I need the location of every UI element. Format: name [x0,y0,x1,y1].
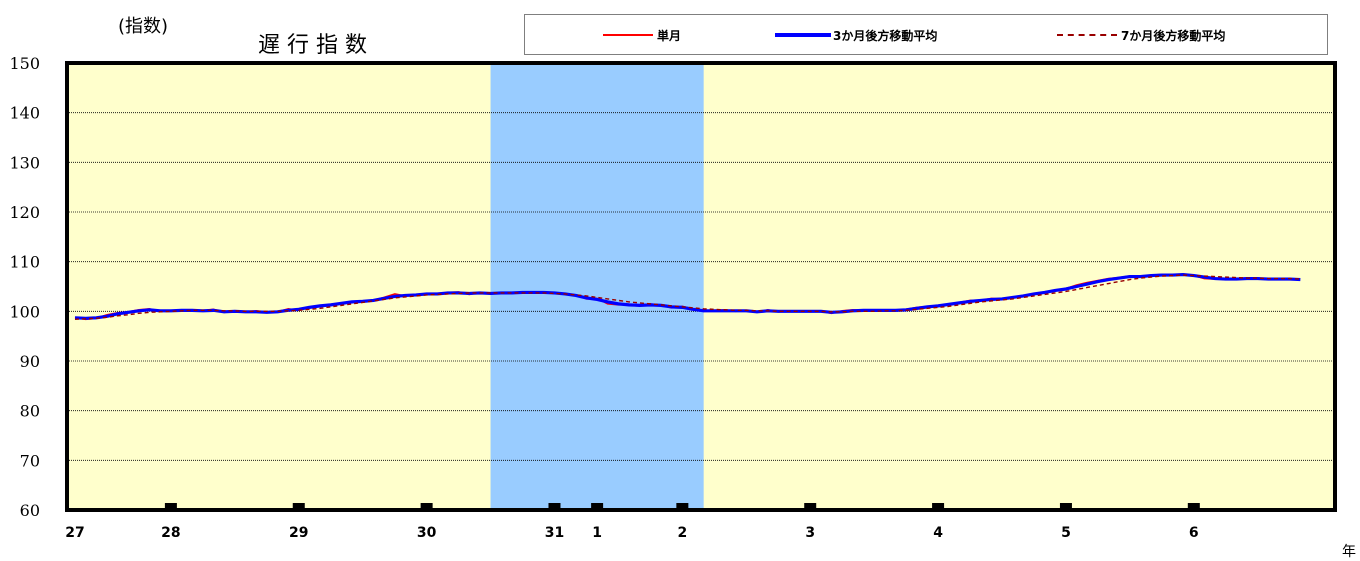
x-tick-label: 2 [677,525,687,541]
y-tick-label: 70 [20,451,40,470]
x-axis-label: 年 [1342,544,1356,560]
x-tick-mark [420,503,433,509]
series-line-ma7 [74,274,1301,320]
legend-label-single: 単月 [657,29,682,43]
y-tick-label: 110 [9,253,40,272]
recession-shade [490,63,704,510]
x-tick-mark [591,503,604,509]
x-tick-label: 28 [161,525,180,541]
y-tick-label: 100 [9,302,40,321]
chart-title: 遅 行 指 数 [258,33,367,58]
legend-label-ma3: 3か月後方移動平均 [833,29,938,43]
x-tick-label: 5 [1061,525,1071,541]
y-tick-label: 140 [9,104,40,123]
x-tick-mark [804,503,817,509]
legend-swatch-single [603,34,653,36]
x-tick-label: 3 [805,525,815,541]
x-tick-mark [932,503,945,509]
x-tick-label: 4 [933,525,943,541]
x-tick-mark [1059,503,1072,509]
x-tick-label: 1 [592,525,602,541]
unit-label: (指数) [118,16,168,37]
y-tick-label: 90 [20,352,40,371]
x-tick-mark [676,503,689,509]
x-tick-mark [548,503,561,509]
legend: 単月 3か月後方移動平均 7か月後方移動平均 [524,14,1328,55]
x-tick-mark [292,503,305,509]
x-tick-mark [1187,503,1200,509]
y-tick-label: 130 [9,153,40,172]
x-tick-label: 31 [545,525,564,541]
y-tick-label: 120 [9,203,40,222]
legend-label-ma7: 7か月後方移動平均 [1121,29,1226,43]
legend-swatch-ma7 [1057,34,1117,36]
x-tick-label: 6 [1189,525,1199,541]
plot-frame [65,61,1337,512]
legend-swatch-ma3 [775,33,831,37]
x-tick-label: 27 [65,525,84,541]
x-tick-label: 29 [289,525,308,541]
y-tick-label: 60 [20,501,40,520]
x-tick-label: 30 [417,525,437,541]
y-tick-label: 80 [20,402,40,421]
y-tick-label: 150 [9,54,40,73]
x-tick-mark [164,503,177,509]
